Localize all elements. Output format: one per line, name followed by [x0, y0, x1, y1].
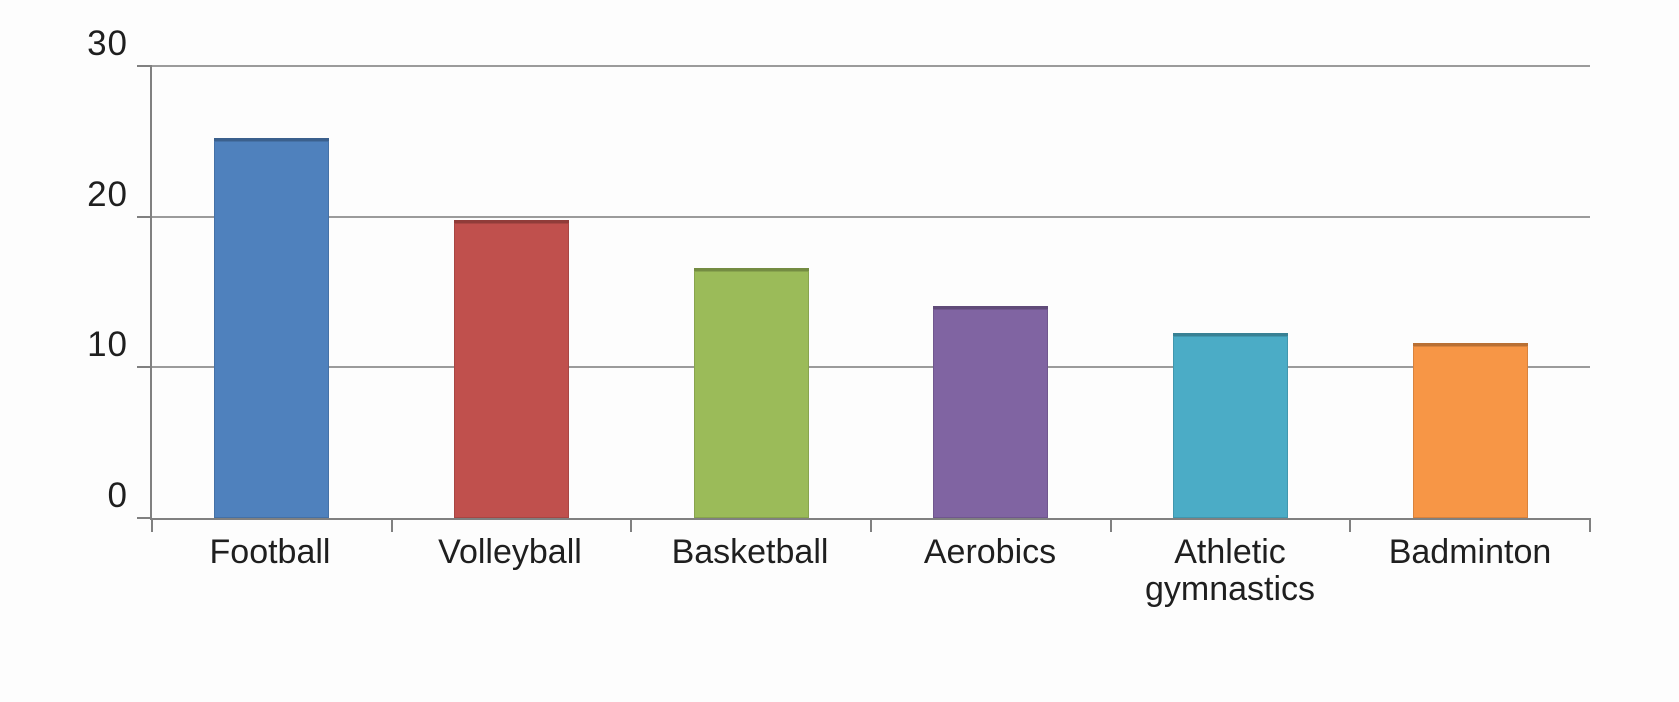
- x-tick-4: [1109, 518, 1112, 532]
- gridline-10: [152, 366, 1590, 369]
- bar-slot-athletic-gymnastics: [1111, 66, 1351, 518]
- x-label-volleyball: Volleyball: [438, 533, 582, 571]
- y-tick-label-20: 20: [87, 174, 128, 214]
- bar-basketball: [693, 267, 809, 518]
- bar-slot-badminton: [1350, 66, 1590, 518]
- x-tick-5: [1349, 518, 1352, 532]
- bar-slot-basketball: [631, 66, 871, 518]
- y-tick-label-0: 0: [107, 476, 128, 515]
- gridline-30: [152, 65, 1590, 67]
- bar-slot-aerobics: [871, 66, 1111, 518]
- y-tick-20: [137, 215, 152, 218]
- y-tick-label-30: 30: [87, 24, 128, 63]
- bar-slot-football: [152, 66, 392, 518]
- x-label-football: Football: [209, 533, 331, 571]
- bars-row: [152, 66, 1590, 518]
- x-label-badminton: Badminton: [1388, 533, 1552, 571]
- x-tick-2: [630, 518, 633, 532]
- y-tick-0: [137, 517, 152, 519]
- bar-football: [214, 138, 330, 518]
- bar-athletic-gymnastics: [1173, 332, 1289, 518]
- bar-badminton: [1412, 343, 1528, 518]
- bar-slot-volleyball: [392, 66, 632, 518]
- x-label-athletic-gymnastics: Athletic gymnastics: [1144, 533, 1316, 608]
- x-axis-labels: Football Volleyball Basketball Aerobics Athl…: [150, 533, 1590, 608]
- bar-aerobics: [933, 305, 1049, 518]
- y-tick-10: [137, 366, 152, 369]
- x-tick-6: [1589, 518, 1591, 532]
- x-tick-3: [870, 518, 872, 532]
- x-tick-1: [390, 518, 393, 532]
- plot-area: 0 10 20 30: [87, 24, 1591, 532]
- bar-volleyball: [453, 219, 570, 518]
- y-tick-label-10: 10: [87, 325, 128, 365]
- gridline-20: [152, 215, 1590, 218]
- x-tick-0: [151, 518, 153, 532]
- x-label-basketball: Basketball: [671, 533, 829, 571]
- x-label-aerobics: Aerobics: [923, 533, 1057, 571]
- y-tick-30: [137, 65, 152, 67]
